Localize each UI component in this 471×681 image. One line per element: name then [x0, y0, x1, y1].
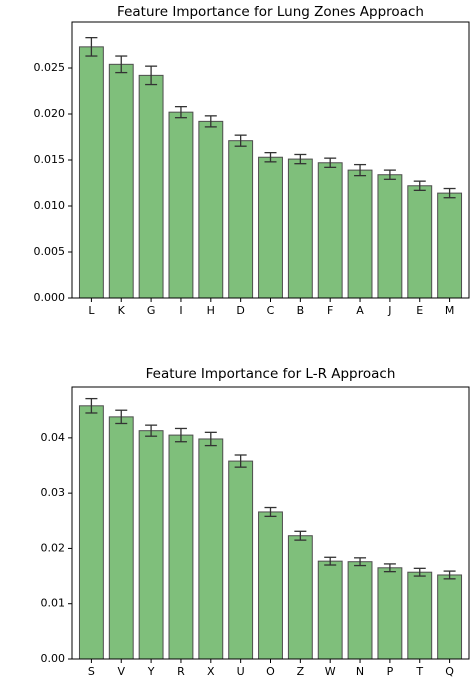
chart-title: Feature Importance for L-R Approach [146, 366, 396, 382]
x-tick-label: U [237, 665, 245, 678]
x-tick-label: Z [297, 665, 305, 678]
error-bar [204, 431, 217, 447]
y-tick-label: 0.010 [34, 199, 66, 212]
x-tick-label: H [207, 304, 215, 317]
x-tick-label: S [88, 665, 95, 678]
y-tick-label: 0.04 [41, 431, 66, 444]
bar [258, 156, 283, 299]
x-tick-label: V [117, 665, 125, 678]
bar [198, 120, 224, 299]
x-tick-label: R [177, 665, 185, 678]
y-tick-label: 0.015 [34, 153, 66, 166]
x-tick-label: E [416, 304, 423, 317]
x-tick-label: B [297, 304, 305, 317]
bar [287, 535, 313, 660]
bar [407, 571, 433, 660]
bar [437, 574, 463, 660]
x-tick-label: Y [147, 665, 155, 678]
error-bar [294, 530, 307, 541]
x-tick-label: M [445, 304, 455, 317]
bar [168, 111, 194, 299]
x-tick-label: F [327, 304, 333, 317]
error-bar [145, 424, 158, 437]
bar [347, 169, 373, 299]
bar [317, 162, 343, 299]
error-bar [324, 157, 337, 169]
bar [108, 63, 134, 299]
error-bar [115, 55, 128, 74]
bar [108, 416, 134, 660]
y-tick-label: 0.03 [41, 486, 66, 499]
x-tick-label: T [415, 665, 423, 678]
error-bar [234, 134, 247, 147]
x-tick-label: D [236, 304, 244, 317]
y-tick-label: 0.01 [41, 597, 66, 610]
bar [347, 561, 373, 660]
error-bar [85, 397, 98, 414]
error-bar [354, 163, 367, 177]
bar [317, 560, 343, 660]
x-tick-label: G [147, 304, 156, 317]
bar [138, 430, 164, 660]
bar [437, 192, 463, 299]
error-bar [174, 427, 187, 443]
bar [138, 74, 164, 299]
x-tick-label: K [118, 304, 126, 317]
error-bar [354, 557, 367, 567]
bar [377, 174, 403, 299]
plot-frame [71, 386, 470, 660]
y-tick-label: 0.025 [34, 61, 66, 74]
bar [228, 140, 254, 299]
error-bar [204, 115, 217, 128]
error-bar [413, 180, 426, 192]
bar [377, 567, 403, 660]
bar [407, 185, 433, 299]
x-tick-label: P [387, 665, 394, 678]
bar [198, 438, 224, 660]
error-bar [264, 506, 277, 518]
x-tick-label: X [207, 665, 215, 678]
error-bar [85, 36, 98, 57]
bar [228, 460, 254, 660]
x-tick-label: I [179, 304, 182, 317]
y-tick-label: 0.00 [41, 652, 66, 665]
x-tick-label: J [387, 304, 391, 317]
error-bar [443, 570, 456, 580]
bar [78, 46, 104, 299]
x-tick-label: O [266, 665, 275, 678]
error-bar [234, 454, 247, 468]
error-bar [443, 187, 456, 199]
y-tick-label: 0.020 [34, 107, 66, 120]
y-tick-label: 0.005 [34, 245, 66, 258]
x-tick-label: N [356, 665, 364, 678]
error-bar [294, 153, 307, 165]
bar [258, 511, 283, 660]
x-tick-label: L [88, 304, 95, 317]
error-bar [174, 105, 187, 119]
x-tick-label: A [356, 304, 364, 317]
x-tick-label: Q [445, 665, 454, 678]
error-bar [324, 556, 337, 566]
error-bar [413, 567, 426, 577]
x-tick-label: C [267, 304, 275, 317]
y-tick-label: 0.02 [41, 541, 66, 554]
error-bar [264, 151, 277, 163]
error-bar [115, 409, 128, 425]
error-bar [145, 65, 158, 86]
bar [287, 158, 313, 299]
error-bar [383, 563, 396, 573]
error-bar [383, 169, 396, 180]
bar [78, 405, 104, 660]
chart-title: Feature Importance for Lung Zones Approa… [117, 4, 424, 20]
y-tick-label: 0.000 [34, 291, 66, 304]
bar [168, 434, 194, 660]
x-tick-label: W [325, 665, 336, 678]
plot-frame [71, 21, 470, 299]
